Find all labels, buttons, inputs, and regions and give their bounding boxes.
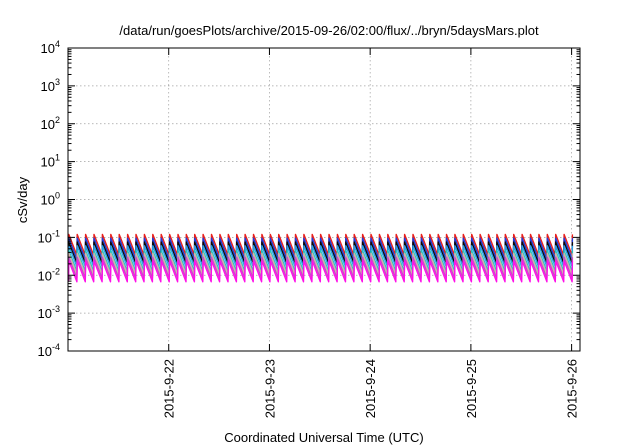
x-tick-label: 2015-9-26 xyxy=(565,359,580,418)
y-tick-label: 10-3 xyxy=(38,304,60,321)
y-axis-ticks: 10-4 10-3 10-2 10-1 100 101 102 103 104 xyxy=(38,39,580,359)
series-line-8 xyxy=(67,260,574,283)
y-tick-label: 101 xyxy=(41,153,60,170)
x-tick-label: 2015-9-25 xyxy=(464,359,479,418)
y-tick-label: 10-1 xyxy=(38,228,60,245)
x-tick-label: 2015-9-22 xyxy=(162,359,177,418)
y-tick-label: 102 xyxy=(41,115,60,132)
x-tick-label: 2015-9-24 xyxy=(363,359,378,418)
x-tick-label: 2015-9-23 xyxy=(262,359,277,418)
y-tick-label: 100 xyxy=(41,191,60,208)
y-tick-label: 103 xyxy=(41,77,60,94)
y-tick-label: 10-2 xyxy=(38,266,60,283)
plot-series xyxy=(67,233,574,283)
x-axis-ticks: 2015-9-22 2015-9-23 2015-9-24 2015-9-25 2015… xyxy=(162,48,580,418)
x-axis-label: Coordinated Universal Time (UTC) xyxy=(224,430,423,445)
y-tick-label: 104 xyxy=(41,39,60,56)
y-tick-label: 10-4 xyxy=(38,342,60,359)
grid-lines xyxy=(68,48,580,351)
y-axis-label: cSv/day xyxy=(15,176,30,223)
chart-title: /data/run/goesPlots/archive/2015-09-26/0… xyxy=(119,23,539,38)
